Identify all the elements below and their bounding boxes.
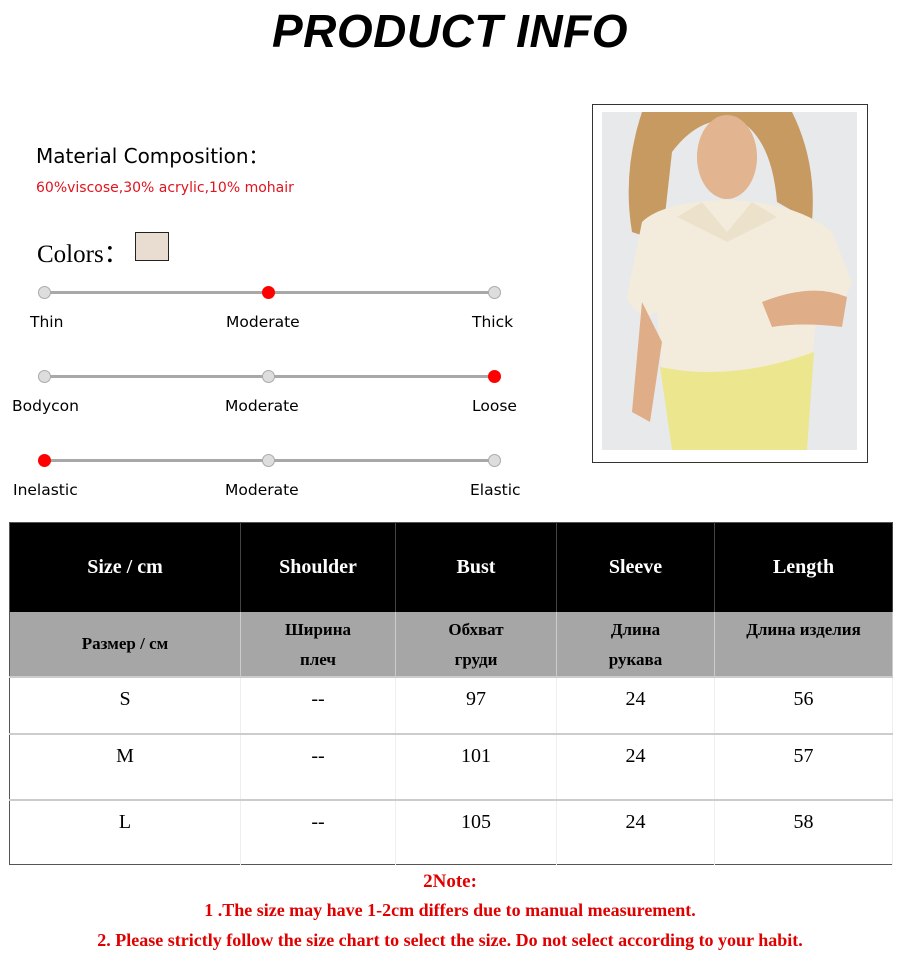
table-cell: -- [240, 732, 396, 800]
scale-label: Thick [472, 313, 514, 331]
scale-dot [488, 454, 501, 467]
scale-label: Moderate [226, 313, 300, 331]
material-label: Material Composition： [36, 144, 269, 168]
selected-dot [488, 370, 501, 383]
header-ru-cell: Обхват груди [395, 611, 557, 677]
header-ru-cell: Размер / см [9, 611, 241, 677]
table-row: S -- 97 24 56 [9, 675, 893, 734]
header-ru-line: плеч [299, 649, 337, 669]
header-cell: Shoulder [240, 522, 396, 612]
header-ru-cell: Ширина плеч [240, 611, 396, 677]
table-cell: -- [240, 675, 396, 734]
note-heading: 2Note: [423, 871, 477, 892]
selected-dot [262, 286, 275, 299]
table-cell: 105 [395, 798, 557, 865]
scale-label: Inelastic [13, 481, 78, 499]
scale-dot [488, 286, 501, 299]
table-cell: 24 [556, 675, 715, 734]
table-row: M -- 101 24 57 [9, 732, 893, 800]
header-cell: Bust [395, 522, 557, 612]
scale-label: Thin [30, 313, 64, 331]
scale-label: Bodycon [12, 397, 79, 415]
scale-dot [38, 286, 51, 299]
scale-label: Moderate [225, 397, 299, 415]
note-line-2: 2. Please strictly follow the size chart… [97, 930, 803, 950]
table-cell: 24 [556, 798, 715, 865]
header-ru-line: Ширина [284, 619, 351, 639]
table-cell: S [9, 675, 241, 734]
header-ru-cell: Длина изделия [714, 611, 893, 677]
header-cell: Length [714, 522, 893, 612]
table-row: L -- 105 24 58 [9, 798, 893, 865]
scale-dot [38, 370, 51, 383]
header-ru-line: рукава [608, 649, 663, 669]
selected-dot [38, 454, 51, 467]
color-swatch [135, 232, 169, 261]
table-cell: 56 [714, 675, 893, 734]
table-cell: M [9, 732, 241, 800]
scale-label: Moderate [225, 481, 299, 499]
table-cell: -- [240, 798, 396, 865]
header-ru-cell: Длина рукава [556, 611, 715, 677]
header-ru-line: груди [454, 649, 498, 669]
scale-label: Loose [472, 397, 517, 415]
header-cell: Sleeve [556, 522, 715, 612]
material-value: 60%viscose,30% acrylic,10% mohair [36, 180, 294, 196]
header-ru-line: Обхват [448, 619, 504, 639]
scale-dot [262, 370, 275, 383]
table-cell: 101 [395, 732, 557, 800]
header-cell: Size / cm [9, 522, 241, 612]
size-chart-table: Size / cm Shoulder Bust Sleeve Length Размер… [9, 522, 893, 865]
table-cell: 58 [714, 798, 893, 865]
note-line-1: 1 .The size may have 1-2cm differs due t… [204, 900, 696, 920]
table-cell: L [9, 798, 241, 865]
product-photo [602, 112, 857, 450]
header-ru-line: Длина [610, 619, 661, 639]
scale-label: Elastic [470, 481, 521, 499]
header-ru-line: Размер / см [81, 633, 169, 653]
page-title: PRODUCT INFO [271, 5, 629, 57]
colors-label: Colors： [37, 241, 129, 268]
table-cell: 57 [714, 732, 893, 800]
scale-dot [262, 454, 275, 467]
header-ru-line: Длина изделия [746, 619, 861, 639]
table-cell: 97 [395, 675, 557, 734]
table-cell: 24 [556, 732, 715, 800]
